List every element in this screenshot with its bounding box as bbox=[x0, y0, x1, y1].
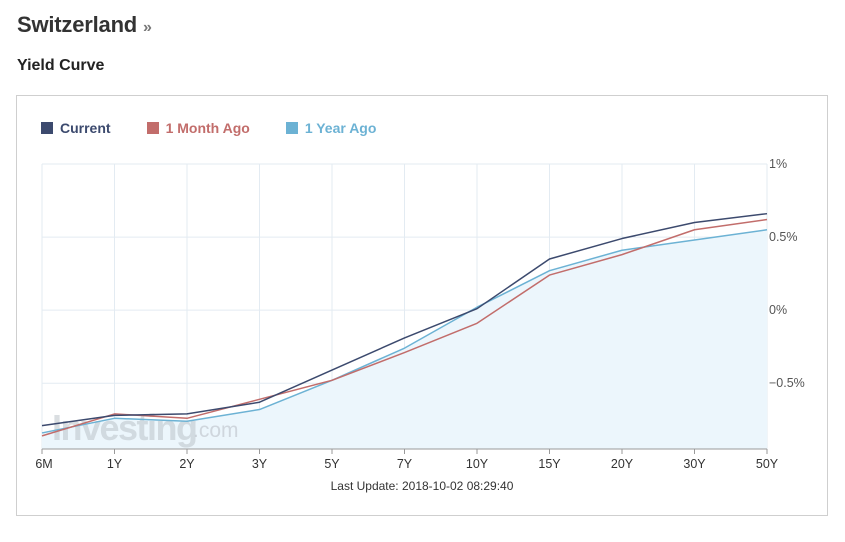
section-title: Yield Curve bbox=[17, 57, 105, 74]
x-tick-label-5y: 5Y bbox=[324, 457, 340, 471]
x-tick-label-1y: 1Y bbox=[107, 457, 123, 471]
legend-swatch-current bbox=[41, 122, 53, 134]
chart-svg: Investing .com 6M 1Y 2Y 3Y 5Y 7Y 10Y 15Y 20Y 30Y 5… bbox=[35, 157, 804, 471]
x-tick-label-7y: 7Y bbox=[397, 457, 413, 471]
legend-label-current: Current bbox=[60, 120, 111, 136]
x-tick-label-50y: 50Y bbox=[756, 457, 779, 471]
page-title[interactable]: Switzerland » bbox=[17, 12, 152, 38]
x-tick-label-30y: 30Y bbox=[683, 457, 706, 471]
x-tick-label-20y: 20Y bbox=[611, 457, 634, 471]
chart-series bbox=[41, 212, 768, 437]
legend-item-1-year-ago[interactable]: 1 Year Ago bbox=[285, 120, 377, 136]
legend-swatch-1-month-ago bbox=[146, 122, 159, 134]
x-tick-label-15y: 15Y bbox=[538, 457, 561, 471]
investing-watermark: Investing .com bbox=[52, 407, 239, 448]
y-tick-label-1: 1% bbox=[769, 157, 787, 171]
watermark-text: Investing bbox=[52, 407, 197, 448]
last-update-text: Last Update: 2018-10-02 08:29:40 bbox=[330, 479, 514, 493]
legend-label-1-year-ago: 1 Year Ago bbox=[304, 120, 377, 136]
legend-item-1-month-ago[interactable]: 1 Month Ago bbox=[146, 120, 250, 136]
legend-label-1-month-ago: 1 Month Ago bbox=[165, 120, 250, 136]
x-tick-label-2y: 2Y bbox=[179, 457, 195, 471]
chart-axes: 6M 1Y 2Y 3Y 5Y 7Y 10Y 15Y 20Y 30Y 50Y −0.5% 0% 0.5% 1% bbox=[35, 157, 804, 471]
watermark-suffix: .com bbox=[193, 419, 239, 442]
y-tick-label-0-5: −0.5% bbox=[769, 376, 805, 390]
legend-swatch-1-year-ago bbox=[285, 122, 298, 134]
series-line-current[interactable] bbox=[41, 212, 768, 427]
y-tick-label-0-5: 0.5% bbox=[769, 230, 798, 244]
chevron-right-icon[interactable]: » bbox=[143, 19, 152, 36]
chart-container: Investing .com 6M 1Y 2Y 3Y 5Y 7Y 10Y 15Y 20Y 30Y 5… bbox=[16, 95, 828, 516]
series-line-1-month-ago[interactable] bbox=[41, 218, 768, 437]
legend-item-current[interactable]: Current bbox=[41, 120, 111, 136]
page-title-text: Switzerland bbox=[17, 12, 138, 37]
x-tick-label-10y: 10Y bbox=[466, 457, 489, 471]
chart-legend: Current 1 Month Ago 1 Year Ago bbox=[41, 120, 376, 136]
chart-area-fill bbox=[42, 229, 767, 449]
x-tick-label-3y: 3Y bbox=[252, 457, 268, 471]
x-tick-label-6m: 6M bbox=[35, 457, 52, 471]
y-tick-label-0: 0% bbox=[769, 303, 787, 317]
area-fill-1-year-ago bbox=[42, 229, 767, 449]
